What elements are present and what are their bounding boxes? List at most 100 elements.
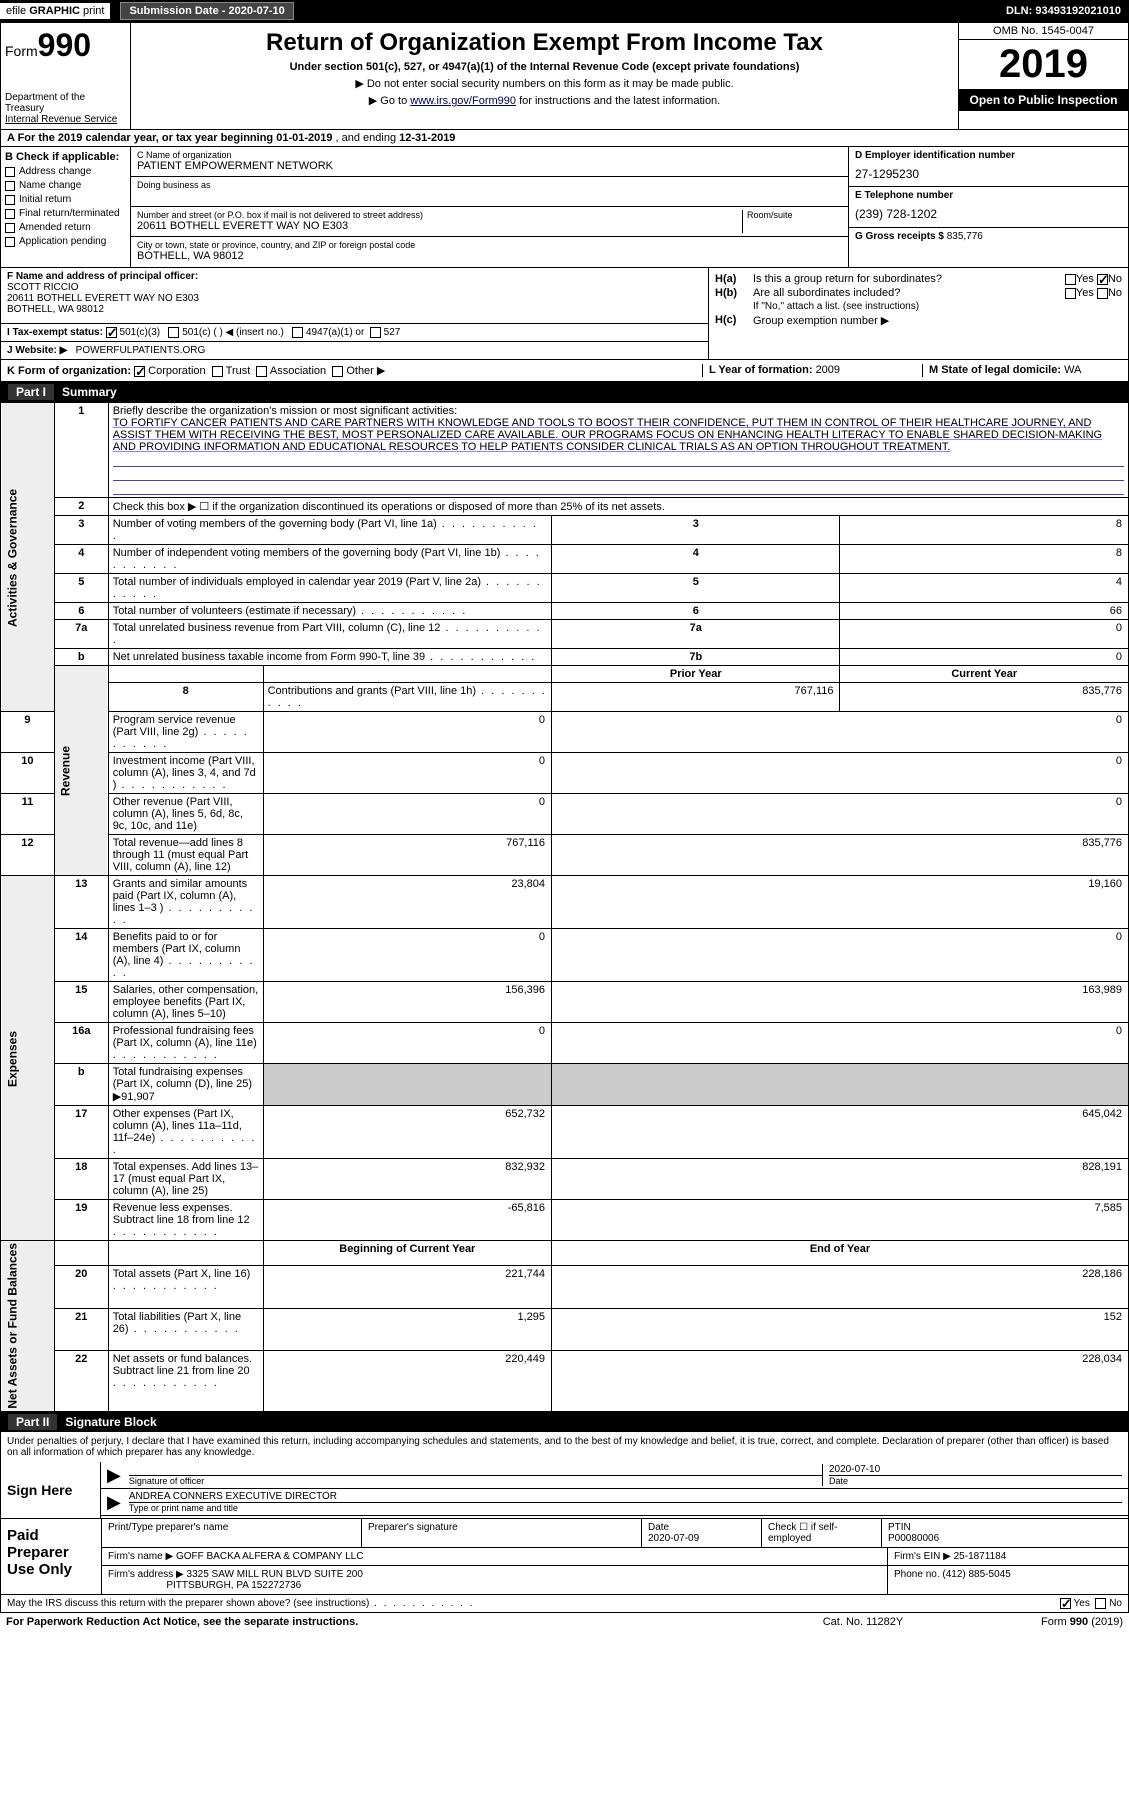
line7a-row: 7aTotal unrelated business revenue from … (1, 620, 1129, 649)
line-desc: Program service revenue (Part VIII, line… (108, 712, 263, 753)
line-num: 18 (54, 1159, 108, 1200)
line-num: 2 (54, 498, 108, 516)
prep-date-label: Date (648, 1522, 669, 1533)
addr-value: 20611 BOTHELL EVERETT WAY NO E303 (137, 220, 742, 232)
tax-year: 2019 (959, 40, 1128, 89)
submission-date-box: Submission Date - 2020-07-10 (120, 2, 293, 20)
hb-no-chk[interactable] (1097, 288, 1108, 299)
footer-mid: Cat. No. 11282Y (763, 1616, 963, 1628)
prior-val: 652,732 (263, 1106, 551, 1159)
col-c-org-info: C Name of organization PATIENT EMPOWERME… (131, 147, 848, 267)
gross-value: 835,776 (947, 231, 983, 242)
line-desc: Revenue less expenses. Subtract line 18 … (108, 1200, 263, 1241)
line-num: 17 (54, 1106, 108, 1159)
address-row: Number and street (or P.O. box if mail i… (131, 207, 848, 237)
signature-block: Under penalties of perjury, I declare th… (0, 1432, 1129, 1519)
line22-row: 22Net assets or fund balances. Subtract … (1, 1351, 1129, 1411)
chk-final-return[interactable]: Final return/terminated (5, 208, 126, 219)
footer-right: Form 990 (2019) (963, 1616, 1123, 1628)
firm-ein-label: Firm's EIN ▶ (894, 1551, 954, 1562)
line15-row: 15Salaries, other compensation, employee… (1, 982, 1129, 1023)
city-row: City or town, state or province, country… (131, 237, 848, 267)
curr-val: 19,160 (552, 876, 1129, 929)
chk-app-pending[interactable]: Application pending (5, 236, 126, 247)
i-label: I Tax-exempt status: (7, 327, 103, 338)
lower-block: F Name and address of principal officer:… (0, 268, 1129, 360)
discuss-yn: Yes No (1060, 1598, 1122, 1609)
prep-name-cell: Print/Type preparer's name (102, 1519, 362, 1547)
sig-name: ANDREA CONNERS EXECUTIVE DIRECTOR (129, 1491, 1122, 1502)
irs-link[interactable]: www.irs.gov/Form990 (410, 95, 516, 107)
col-b-header: B Check if applicable: (5, 151, 126, 163)
ha-no-chk[interactable] (1097, 274, 1108, 285)
k-left: K Form of organization: Corporation Trus… (7, 364, 702, 377)
side-net-assets: Net Assets or Fund Balances (1, 1241, 55, 1412)
phone-label: Phone no. (894, 1569, 942, 1580)
efile-badge[interactable]: efile GRAPHIC print (0, 3, 110, 19)
chk-527[interactable] (370, 327, 381, 338)
form-number-block: Form990 (5, 27, 126, 64)
checkbox-icon (5, 167, 15, 177)
chk-initial-return[interactable]: Initial return (5, 194, 126, 205)
line-desc: Salaries, other compensation, employee b… (108, 982, 263, 1023)
prior-val: 832,932 (263, 1159, 551, 1200)
blank (54, 1241, 108, 1266)
firm-addr-cell: Firm's address ▶ 3325 SAW MILL RUN BLVD … (102, 1566, 888, 1594)
chk-assoc[interactable] (256, 366, 267, 377)
line-num: 9 (1, 712, 55, 753)
chk-address-change[interactable]: Address change (5, 166, 126, 177)
chk-501c[interactable] (168, 327, 179, 338)
part1-header: Part I Summary (0, 382, 1129, 402)
discuss-yes-chk[interactable] (1060, 1598, 1071, 1609)
efile-prefix: efile (6, 5, 29, 17)
chk-name-change[interactable]: Name change (5, 180, 126, 191)
checkbox-icon (5, 237, 15, 247)
line-desc: Benefits paid to or for members (Part IX… (108, 929, 263, 982)
dln-box: DLN: 93493192021010 (1006, 5, 1129, 17)
checkbox-icon (5, 209, 15, 219)
submission-label: Submission Date - (129, 5, 228, 17)
chk-501c3[interactable] (106, 327, 117, 338)
chk-trust[interactable] (212, 366, 223, 377)
chk-label: Initial return (19, 194, 71, 205)
chk-other[interactable] (332, 366, 343, 377)
header-left: Form990 Department of the Treasury Inter… (1, 23, 131, 129)
part1-num: Part I (8, 384, 54, 400)
hb-yes-chk[interactable] (1065, 288, 1076, 299)
discuss-no-chk[interactable] (1095, 1598, 1106, 1609)
phone-label: E Telephone number (855, 190, 1122, 201)
footer-left: For Paperwork Reduction Act Notice, see … (6, 1616, 763, 1628)
line-desc: Total assets (Part X, line 16) (108, 1266, 263, 1309)
city-label: City or town, state or province, country… (137, 240, 842, 250)
chk-label: Address change (19, 166, 91, 177)
sig-name-label: Type or print name and title (129, 1502, 1122, 1513)
ha-row: H(a) Is this a group return for subordin… (715, 273, 1122, 285)
ha-yes-chk[interactable] (1065, 274, 1076, 285)
ptin-cell: PTINP00080006 (882, 1519, 1128, 1547)
line2-desc: Check this box ▶ ☐ if the organization d… (108, 498, 1128, 516)
yes-label: Yes (1076, 287, 1094, 299)
omb-number: OMB No. 1545-0047 (959, 23, 1128, 40)
chk-amended[interactable]: Amended return (5, 222, 126, 233)
form-number: 990 (38, 27, 91, 63)
chk-4947[interactable] (292, 327, 303, 338)
line-desc: Professional fundraising fees (Part IX, … (108, 1023, 263, 1064)
line-desc: Total number of individuals employed in … (108, 574, 551, 603)
blank (108, 666, 263, 683)
top-bar: efile GRAPHIC print Submission Date - 20… (0, 0, 1129, 22)
addr-label: Number and street (or P.O. box if mail i… (137, 210, 742, 220)
hb-text: Are all subordinates included? (753, 287, 1065, 299)
line-num: 14 (54, 929, 108, 982)
dba-row: Doing business as (131, 177, 848, 207)
line-num: 1 (54, 403, 108, 498)
firm-addr: 3325 SAW MILL RUN BLVD SUITE 200 (187, 1569, 363, 1580)
line-desc: Number of independent voting members of … (108, 545, 551, 574)
chk-corp[interactable] (134, 366, 145, 377)
org-name-row: C Name of organization PATIENT EMPOWERME… (131, 147, 848, 177)
line-val: 0 (840, 620, 1129, 649)
boy-hdr: Beginning of Current Year (263, 1241, 551, 1266)
part2-num: Part II (8, 1414, 57, 1430)
line21-row: 21Total liabilities (Part X, line 26)1,2… (1, 1308, 1129, 1351)
form-title: Return of Organization Exempt From Incom… (137, 29, 952, 57)
dln-label: DLN: (1006, 5, 1035, 17)
